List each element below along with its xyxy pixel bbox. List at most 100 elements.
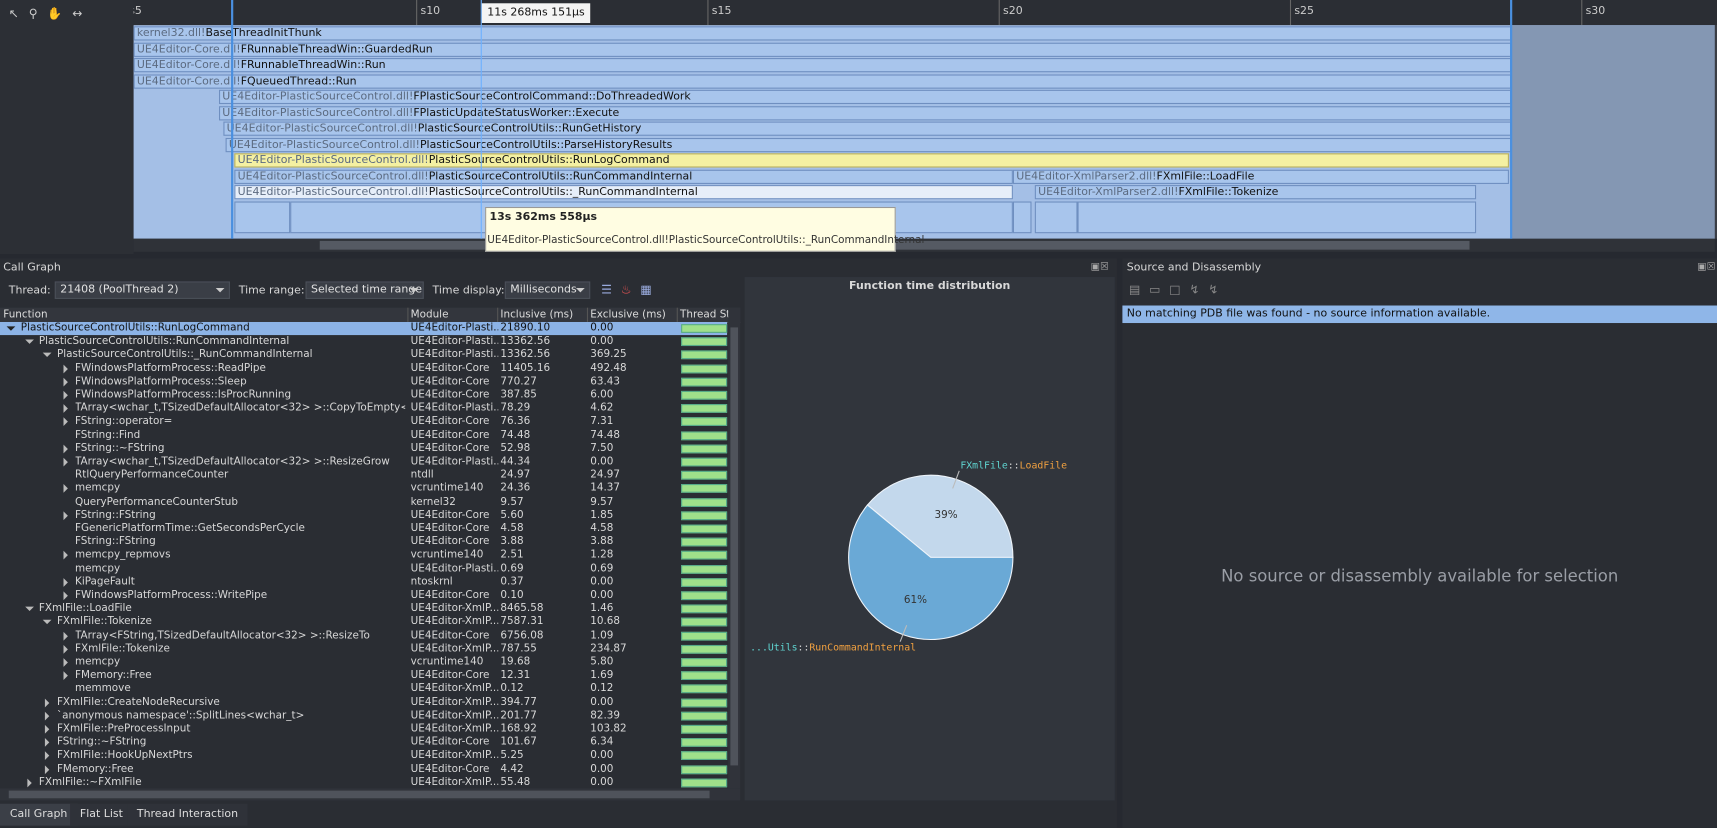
expander[interactable] xyxy=(62,671,72,681)
timeline-event[interactable]: UE4Editor-Core.dll!FRunnableThreadWin::G… xyxy=(133,42,1512,57)
tab[interactable]: Flat List xyxy=(70,803,133,826)
table-row[interactable]: FMemory::Free UE4Editor-Core 4.42 0.00 xyxy=(0,763,728,776)
timeline-event[interactable]: UE4Editor-PlasticSourceControl.dll!Plast… xyxy=(234,169,1013,184)
table-row[interactable]: memcpy_repmovs vcruntime140 2.51 1.28 xyxy=(0,549,728,562)
timeline-event[interactable]: UE4Editor-XmlParser2.dll!FXmlFile::Token… xyxy=(1034,185,1477,200)
timeline-event[interactable]: UE4Editor-PlasticSourceControl.dll!Plast… xyxy=(234,185,1013,200)
table-row[interactable]: FWindowsPlatformProcess::Sleep UE4Editor-… xyxy=(0,375,728,388)
timeline-event[interactable]: UE4Editor-XmlParser2.dll!FXmlFile::LoadF… xyxy=(1012,169,1509,184)
expander[interactable] xyxy=(44,751,54,761)
expander[interactable] xyxy=(24,339,34,349)
expander[interactable] xyxy=(42,353,52,362)
table-row[interactable]: FXmlFile::CreateNodeRecursive UE4Editor-X… xyxy=(0,696,728,709)
timeline-event[interactable] xyxy=(1034,200,1078,233)
expander[interactable] xyxy=(62,377,72,387)
expander[interactable] xyxy=(62,484,72,494)
expander[interactable] xyxy=(42,620,52,629)
tab[interactable]: Call Graph xyxy=(0,803,78,826)
expander[interactable] xyxy=(62,364,72,373)
timeline-event[interactable]: UE4Editor-Core.dll!FQueuedThread::Run xyxy=(133,73,1512,89)
table-row[interactable]: FString::operator= UE4Editor-Core 76.36 7.3… xyxy=(0,415,728,428)
expander[interactable] xyxy=(62,457,72,467)
panel-buttons[interactable]: ▣☒ xyxy=(1090,261,1109,273)
expander[interactable] xyxy=(6,326,16,335)
expander[interactable] xyxy=(62,631,72,641)
time-range-dropdown[interactable]: Selected time range xyxy=(305,281,424,299)
timeline-event[interactable] xyxy=(1077,200,1477,233)
thread-dropdown[interactable]: 21408 (PoolThread 2) xyxy=(54,281,230,299)
timeline-event[interactable]: UE4Editor-PlasticSourceControl.dll!Plast… xyxy=(234,153,1509,168)
table-row[interactable]: FMemory::Free UE4Editor-Core 12.31 1.69 xyxy=(0,669,728,682)
expander[interactable] xyxy=(24,606,34,616)
table-row[interactable]: memcpy UE4Editor-Plasti... 0.69 0.69 xyxy=(0,562,728,575)
timeline-event[interactable]: kernel32.dll!BaseThreadInitThunk xyxy=(133,26,1512,41)
view-buttons[interactable]: ☰♨▦ xyxy=(601,282,661,297)
expander[interactable] xyxy=(44,698,54,707)
table-row[interactable]: FXmlFile::LoadFile UE4Editor-XmlP... 8465.… xyxy=(0,602,728,616)
table-row[interactable]: TArray<wchar_t,TSizedDefaultAllocator<32… xyxy=(0,456,728,469)
table-row[interactable]: FString::~FString UE4Editor-Core 52.98 7.50 xyxy=(0,442,728,455)
table-row[interactable]: `anonymous namespace'::SplitLines<wchar_… xyxy=(0,709,728,722)
table-row[interactable]: FString::Find UE4Editor-Core 74.48 74.48 xyxy=(0,429,728,442)
table-row[interactable]: KiPageFault ntoskrnl 0.37 0.00 xyxy=(0,576,728,589)
table-row[interactable]: FXmlFile::HookUpNextPtrs UE4Editor-XmlP..… xyxy=(0,749,728,762)
timeline-event[interactable] xyxy=(234,200,291,233)
table-row[interactable]: FGenericPlatformTime::GetSecondsPerCycle… xyxy=(0,522,728,535)
time-display-dropdown[interactable]: Milliseconds xyxy=(504,281,591,299)
timeline-event[interactable]: UE4Editor-PlasticSourceControl.dll!Plast… xyxy=(223,121,1512,136)
column-header[interactable]: Exclusive (ms) xyxy=(590,308,666,321)
expander[interactable] xyxy=(62,417,72,427)
timeline-tools[interactable]: ↖⚲✋↔ xyxy=(8,6,93,21)
column-header[interactable]: Function xyxy=(3,308,48,321)
table-row[interactable]: PlasticSourceControlUtils::RunCommandInt… xyxy=(0,335,728,349)
timeline-event[interactable]: UE4Editor-PlasticSourceControl.dll!FPlas… xyxy=(219,105,1512,120)
table-row[interactable]: memmove UE4Editor-XmlP... 0.12 0.12 xyxy=(0,683,728,696)
expander[interactable] xyxy=(62,404,72,414)
expander[interactable] xyxy=(62,644,72,654)
table-row[interactable]: FWindowsPlatformProcess::IsProcRunning UE… xyxy=(0,389,728,402)
table-row[interactable]: PlasticSourceControlUtils::_RunCommandIn… xyxy=(0,349,728,362)
expander[interactable] xyxy=(62,591,72,601)
table-row[interactable]: TArray<FString,TSizedDefaultAllocator<32… xyxy=(0,629,728,642)
table-row[interactable]: FWindowsPlatformProcess::ReadPipe UE4Edit… xyxy=(0,362,728,375)
table-row[interactable]: FWindowsPlatformProcess::WritePipe UE4Edi… xyxy=(0,589,728,602)
timeline-event[interactable] xyxy=(1012,200,1032,233)
table-row[interactable]: FXmlFile::Tokenize UE4Editor-XmlP... 787.5… xyxy=(0,643,728,656)
thread-state-bar xyxy=(681,738,728,748)
table-row[interactable]: FString::FString UE4Editor-Core 5.60 1.85 xyxy=(0,509,728,522)
timeline-event[interactable]: UE4Editor-PlasticSourceControl.dll!FPlas… xyxy=(219,89,1512,105)
table-row[interactable]: TArray<wchar_t,TSizedDefaultAllocator<32… xyxy=(0,402,728,415)
table-row[interactable]: FXmlFile::~FXmlFile UE4Editor-XmlP... 55.4… xyxy=(0,776,728,788)
tab[interactable]: Thread Interaction xyxy=(127,803,248,826)
table-row[interactable]: FXmlFile::PreProcessInput UE4Editor-XmlP.… xyxy=(0,723,728,736)
table-row[interactable]: QueryPerformanceCounterStub kernel32 9.57 9… xyxy=(0,496,728,509)
table-row[interactable]: FString::FString UE4Editor-Core 3.88 3.88 xyxy=(0,536,728,549)
expander[interactable] xyxy=(44,764,54,774)
column-header[interactable]: Module xyxy=(410,308,449,321)
expander[interactable] xyxy=(44,738,54,748)
source-buttons[interactable]: ▣☒ xyxy=(1697,261,1716,273)
table-row[interactable]: PlasticSourceControlUtils::RunLogCommand… xyxy=(0,321,728,336)
expander[interactable] xyxy=(26,778,36,788)
table-scrollbar[interactable] xyxy=(728,307,741,789)
table-row[interactable]: RtlQueryPerformanceCounter ntdll 24.97 24.9… xyxy=(0,469,728,482)
expander[interactable] xyxy=(62,577,72,587)
expander[interactable] xyxy=(44,724,54,734)
timeline-event[interactable]: UE4Editor-PlasticSourceControl.dll!Plast… xyxy=(225,137,1512,152)
expander[interactable] xyxy=(44,711,54,721)
expander[interactable] xyxy=(62,658,72,667)
expander[interactable] xyxy=(62,390,72,400)
table-row[interactable]: FString::~FString UE4Editor-Core 101.67 6.3… xyxy=(0,736,728,749)
expander[interactable] xyxy=(62,551,72,560)
timeline-event[interactable]: UE4Editor-Core.dll!FRunnableThreadWin::R… xyxy=(133,58,1512,73)
table-row[interactable]: memcpy vcruntime140 24.36 14.37 xyxy=(0,482,728,495)
table-row[interactable]: FXmlFile::Tokenize UE4Editor-XmlP... 7587.… xyxy=(0,616,728,629)
table-row[interactable]: memcpy vcruntime140 19.68 5.80 xyxy=(0,656,728,669)
v-scrollbar[interactable] xyxy=(1714,25,1717,239)
column-header[interactable]: Inclusive (ms) xyxy=(500,308,574,321)
source-toolbar[interactable]: ▤▭□↯↯ xyxy=(1128,282,1228,297)
column-header[interactable]: Thread Sta xyxy=(680,308,737,321)
expander[interactable] xyxy=(62,444,72,454)
expander[interactable] xyxy=(62,511,72,520)
table-h-scrollbar[interactable] xyxy=(0,788,741,801)
